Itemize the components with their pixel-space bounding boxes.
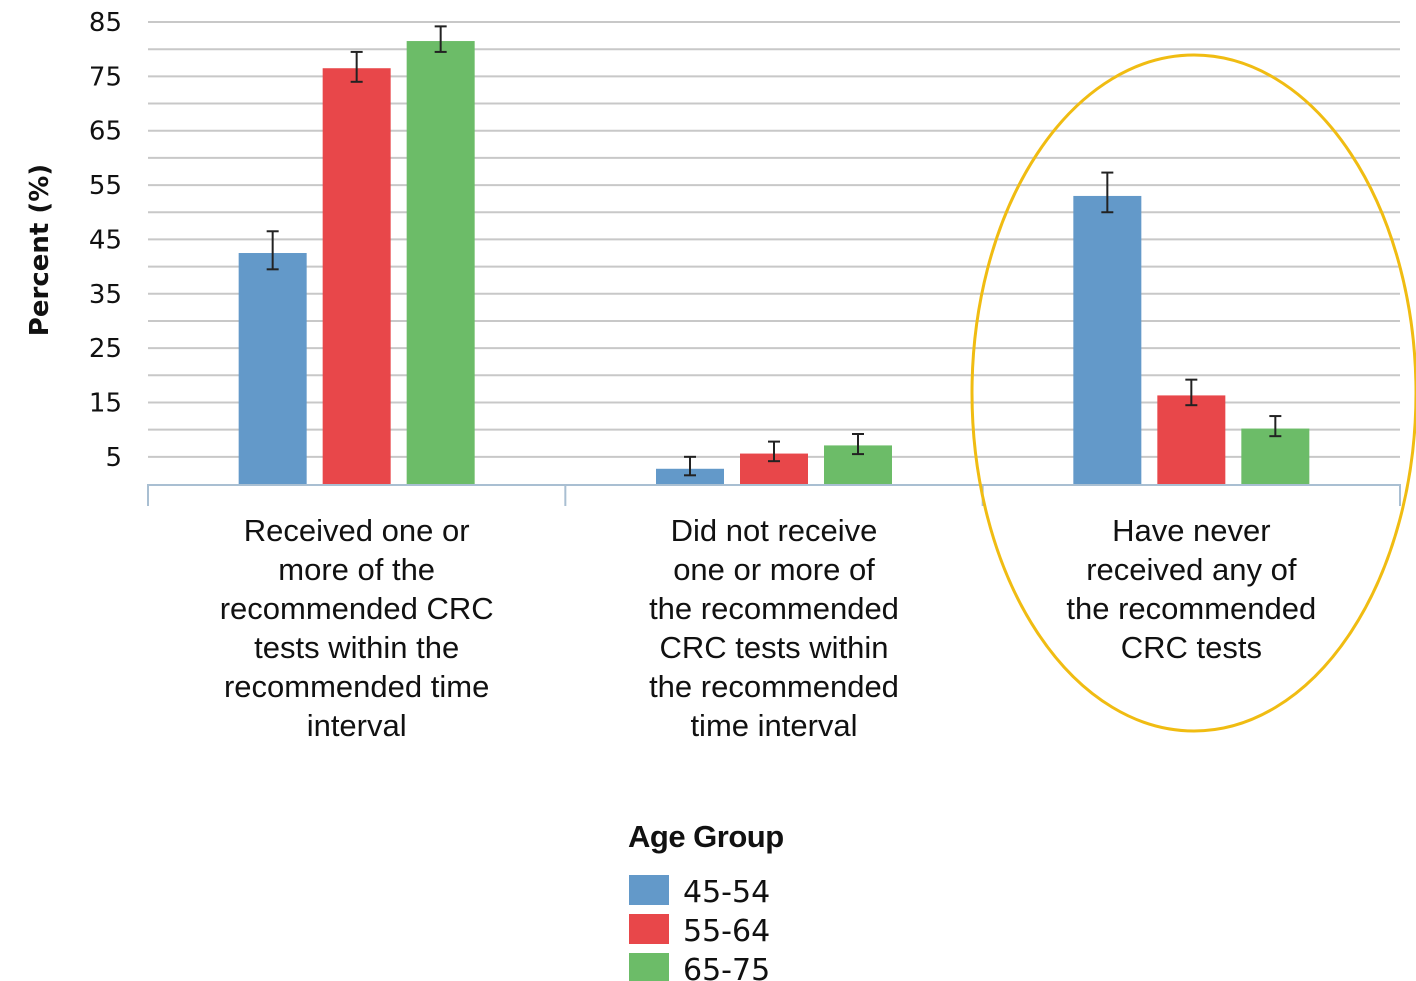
y-tick-label: 85 [89, 8, 122, 38]
bar-55-64 [322, 68, 391, 484]
error-bars [266, 25, 1282, 477]
bar-55-64 [1157, 395, 1226, 484]
y-tick-label: 25 [89, 334, 122, 364]
bar-65-75 [406, 41, 475, 485]
legend-label: 45-54 [683, 875, 770, 910]
y-axis-title: Percent (%) [25, 164, 55, 336]
bar-45-54 [1073, 195, 1142, 484]
error-bar [684, 455, 696, 477]
legend-swatch [629, 875, 669, 905]
legend-title: Age Group [628, 819, 784, 854]
y-tick-label: 45 [89, 225, 122, 255]
error-bar [434, 25, 447, 53]
bar-45-54 [656, 468, 724, 484]
category-label: Did not receive one or more of the recomme… [649, 513, 899, 743]
legend-item: 65-75 [629, 953, 770, 981]
error-bar [266, 230, 279, 271]
category-label: Received one or more of the recommended CR… [220, 513, 494, 743]
y-axis-ticks: 5 15 25 35 45 55 65 75 85 [89, 8, 122, 473]
y-tick-label: 5 [105, 443, 122, 473]
legend-item: 45-54 [629, 875, 770, 910]
bars [238, 41, 1310, 485]
legend-swatch [629, 953, 669, 981]
legend-swatch [629, 914, 669, 944]
error-bar [1185, 378, 1198, 407]
legend-item: 55-64 [629, 914, 770, 949]
bar-65-75 [1241, 428, 1310, 484]
error-bar [1101, 171, 1114, 214]
x-axis [147, 484, 1401, 506]
y-tick-label: 65 [89, 117, 122, 147]
highlight-ellipse [970, 53, 1416, 733]
legend: Age Group 45-54 55-64 65-75 [628, 819, 784, 981]
error-bar [1269, 415, 1282, 438]
category-labels: Received one or more of the recommended CR… [220, 513, 1317, 743]
legend-label: 55-64 [683, 914, 770, 949]
legend-label: 65-75 [683, 953, 770, 981]
error-bar [852, 432, 864, 456]
y-tick-label: 35 [89, 280, 122, 310]
bar-45-54 [238, 253, 307, 484]
y-tick-label: 15 [89, 388, 122, 418]
y-tick-label: 55 [89, 171, 122, 201]
y-tick-label: 75 [89, 62, 122, 92]
error-bar [350, 50, 363, 83]
error-bar [768, 440, 780, 463]
category-label: Have never received any of the recommended… [1066, 513, 1316, 665]
